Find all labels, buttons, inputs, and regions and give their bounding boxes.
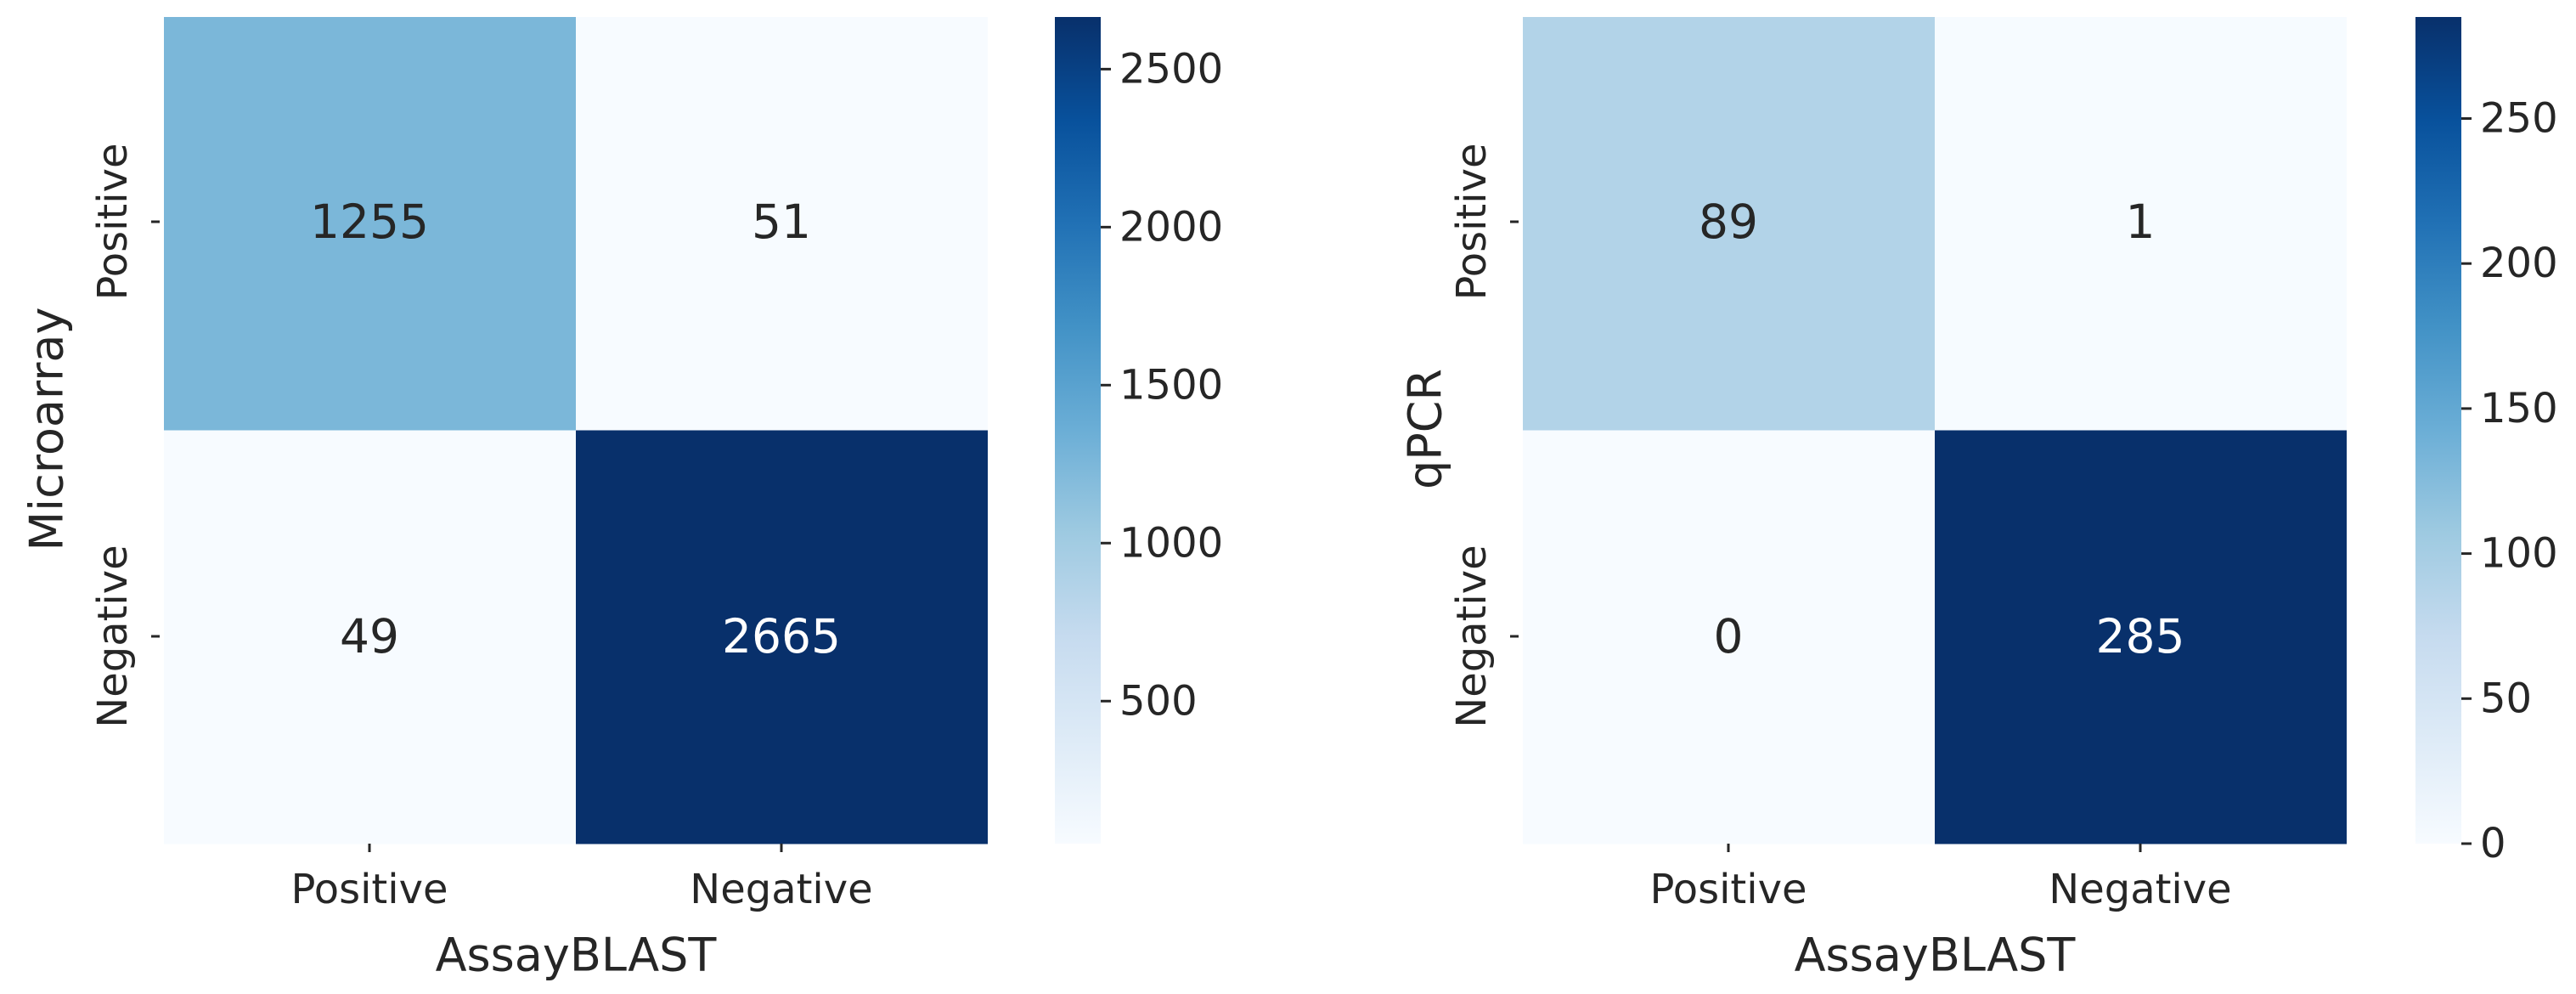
colorbar-tick-label: 1500 xyxy=(1119,361,1223,409)
colorbar-tick-label: 0 xyxy=(2480,820,2506,867)
x-axis-label: AssayBLAST xyxy=(1795,929,2077,982)
colorbar-tick-label: 200 xyxy=(2480,240,2558,287)
colorbar xyxy=(1055,17,1101,844)
y-tick-label: Negative xyxy=(89,545,137,727)
x-tick-label: Negative xyxy=(2049,866,2231,913)
heatmap-cells xyxy=(164,17,988,844)
colorbar-ticks: 500 1000 1500 2000 2500 xyxy=(1101,45,1223,725)
cell-value-labels: 1255 51 49 2665 xyxy=(310,195,841,664)
x-tick-label: Negative xyxy=(690,866,872,913)
colorbar xyxy=(2415,17,2461,844)
x-tick-label: Positive xyxy=(290,866,448,913)
colorbar-tick-label: 250 xyxy=(2480,94,2558,142)
colorbar-tick-label: 50 xyxy=(2480,675,2532,722)
y-axis-label: Microarray xyxy=(20,308,74,551)
colorbar-tick-label: 2500 xyxy=(1119,45,1223,93)
colorbar-tick-label: 1000 xyxy=(1119,519,1223,567)
heatmap-cells xyxy=(1523,17,2347,844)
cell-label: 285 xyxy=(2096,609,2185,664)
heatmap-cell xyxy=(576,17,988,431)
heatmap-cell xyxy=(1935,17,2347,431)
cell-value-labels: 89 1 0 285 xyxy=(1699,195,2184,664)
cell-label: 1255 xyxy=(310,195,429,249)
y-tick-label: Positive xyxy=(89,143,137,300)
heatmap-microarray: 1255 51 49 2665 Positive Negative Positi… xyxy=(20,17,1223,982)
colorbar-tick-label: 100 xyxy=(2480,530,2558,578)
x-axis-label: AssayBLAST xyxy=(436,929,718,982)
y-axis-label: qPCR xyxy=(1399,369,1452,489)
y-tick-label: Positive xyxy=(1448,143,1496,300)
heatmap-cell xyxy=(1523,430,1935,844)
colorbar-tick-label: 2000 xyxy=(1119,203,1223,251)
cell-label: 2665 xyxy=(722,609,841,664)
heatmap-cell xyxy=(576,430,988,844)
heatmap-cell xyxy=(164,430,576,844)
heatmap-cell xyxy=(1523,17,1935,431)
cell-label: 51 xyxy=(752,195,811,249)
heatmap-cell xyxy=(1935,430,2347,844)
heatmap-qpcr: 89 1 0 285 Positive Negative Positive Ne… xyxy=(1399,17,2558,982)
cell-label: 1 xyxy=(2126,195,2156,249)
cell-label: 49 xyxy=(340,609,399,664)
x-tick-label: Positive xyxy=(1649,866,1807,913)
colorbar-tick-label: 500 xyxy=(1119,677,1198,725)
cell-label: 0 xyxy=(1714,609,1744,664)
colorbar-ticks: 0 50 100 150 200 250 xyxy=(2461,94,2558,867)
heatmap-cell xyxy=(164,17,576,431)
cell-label: 89 xyxy=(1699,195,1758,249)
colorbar-tick-label: 150 xyxy=(2480,385,2558,432)
y-tick-label: Negative xyxy=(1448,545,1496,727)
